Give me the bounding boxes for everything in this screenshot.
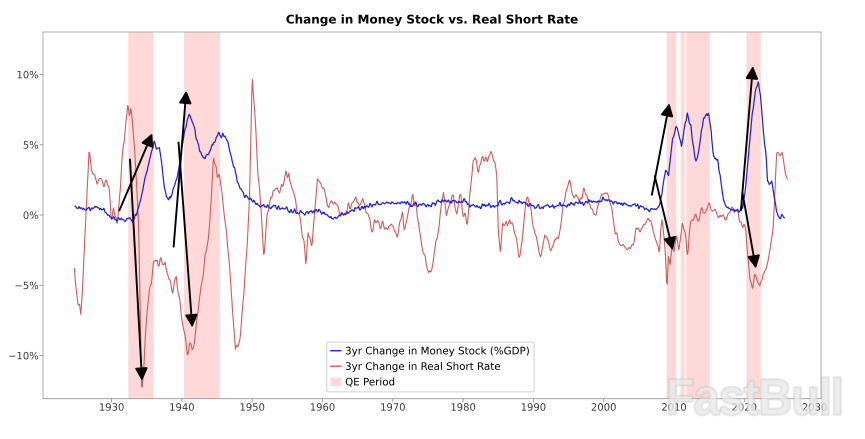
- svg-text:FastBull: FastBull: [666, 369, 843, 426]
